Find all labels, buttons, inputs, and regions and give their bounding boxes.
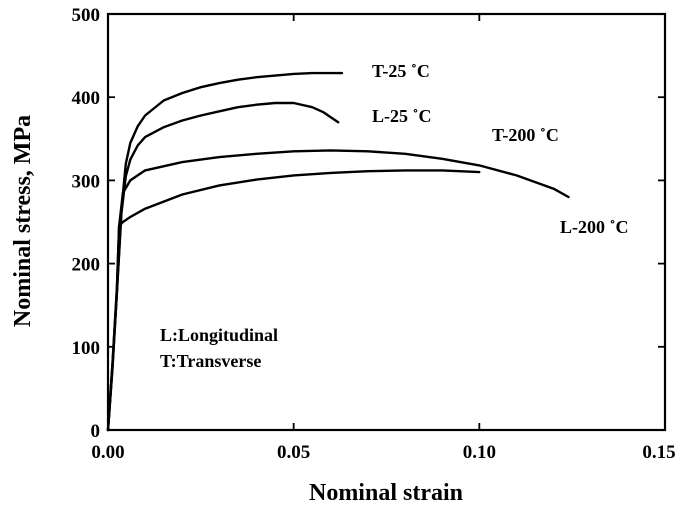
annotation-transverse: T:Transverse	[160, 351, 261, 371]
plot-frame	[106, 12, 667, 432]
y-tick-label: 300	[72, 171, 101, 192]
series-label-t200: T-200 ˚C	[492, 125, 559, 145]
tick-labels: 0.00 0.05 0.10 0.15 0 100 200 300 400 500	[72, 5, 676, 463]
series-label-l25: L-25 ˚C	[372, 106, 432, 126]
series-line-2	[106, 149, 570, 432]
y-axis-title: Nominal stress, MPa	[10, 115, 36, 327]
y-tick-label: 500	[72, 5, 101, 26]
y-tick-label: 200	[72, 255, 101, 276]
series-line-3	[106, 169, 481, 432]
y-tick-label: 0	[91, 421, 101, 442]
x-tick-label: 0.10	[463, 442, 496, 463]
y-tick-label: 400	[72, 88, 101, 109]
tick-marks	[107, 13, 666, 431]
x-tick-label: 0.05	[277, 442, 310, 463]
x-axis-title: Nominal strain	[309, 480, 463, 506]
series-label-l200: L-200 ˚C	[560, 217, 629, 237]
series-label-t25: T-25 ˚C	[372, 61, 430, 81]
annotation-longitudinal: L:Longitudinal	[160, 325, 278, 345]
y-tick-label: 100	[72, 338, 101, 359]
curves-layer	[106, 71, 570, 432]
x-tick-label: 0.15	[642, 442, 675, 463]
x-tick-label: 0.00	[91, 442, 124, 463]
series-line-0	[106, 71, 344, 432]
